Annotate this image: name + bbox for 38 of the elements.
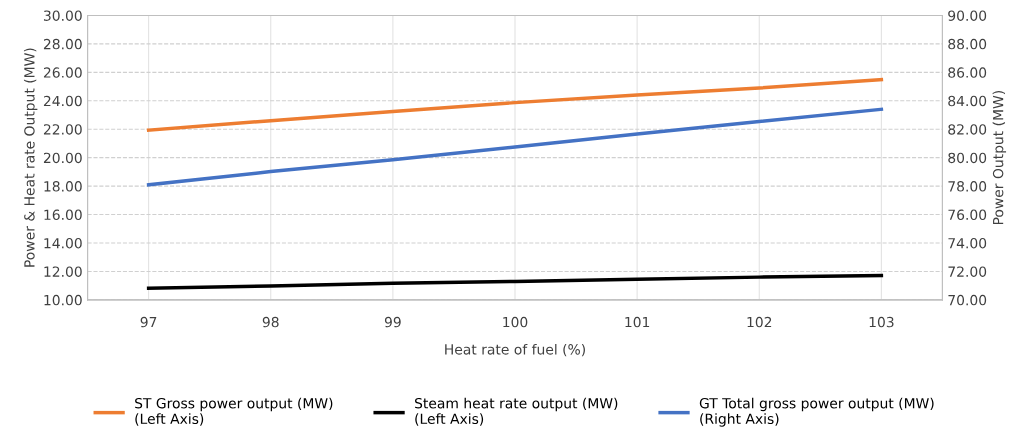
x-tick-label: 101: [625, 316, 650, 328]
legend-label: ST Gross power output (MW) (Left Axis): [135, 397, 333, 426]
line-series: [146, 107, 884, 187]
y-tick-label: 12.00: [44, 266, 82, 277]
y-tick-label: 20.00: [43, 152, 82, 164]
y-tick-label: 30.00: [43, 10, 82, 21]
y2-tick-label: 90.00: [948, 10, 987, 21]
y2-tick-label: 76.00: [948, 209, 987, 221]
x-tick-label: 97: [140, 316, 157, 328]
y2-tick-label: 80.00: [948, 152, 987, 164]
y2-tick-label: 70.00: [948, 294, 987, 306]
y2-tick-label: 78.00: [948, 181, 987, 192]
y-tick-label: 10.00: [44, 294, 82, 306]
legend-label: GT Total gross power output (MW) (Right Axis): [699, 397, 934, 427]
y-tick-label: 24.00: [43, 95, 82, 107]
y2-tick-label: 72.00: [948, 266, 987, 277]
x-tick-label: 102: [747, 316, 772, 328]
y-tick-label: 16.00: [44, 209, 82, 221]
x-axis-title: Heat rate of fuel (%): [445, 343, 585, 357]
y-axis-title: Power & Heat rate Output (MW): [23, 48, 38, 267]
y-tick-label: 26.00: [43, 67, 82, 78]
x-tick-label: 103: [869, 316, 894, 328]
x-tick-label: 99: [384, 316, 401, 328]
y-tick-label: 22.00: [43, 124, 82, 135]
y2-tick-label: 84.00: [948, 95, 987, 107]
y2-tick-label: 82.00: [948, 124, 987, 135]
line-series: [146, 273, 884, 290]
y-tick-label: 28.00: [43, 38, 82, 50]
y-tick-label: 14.00: [44, 237, 82, 249]
y2-tick-label: 86.00: [948, 67, 987, 78]
y2-axis-title: Power Output (MW): [992, 91, 1007, 225]
line-series: [146, 77, 884, 132]
x-tick-label: 98: [262, 316, 279, 328]
y2-tick-label: 74.00: [948, 237, 987, 249]
x-tick-label: 100: [503, 316, 528, 328]
y-tick-label: 18.00: [44, 181, 82, 192]
y2-tick-label: 88.00: [948, 38, 987, 50]
legend-label: Steam heat rate output (MW) (Left Axis): [415, 397, 618, 426]
